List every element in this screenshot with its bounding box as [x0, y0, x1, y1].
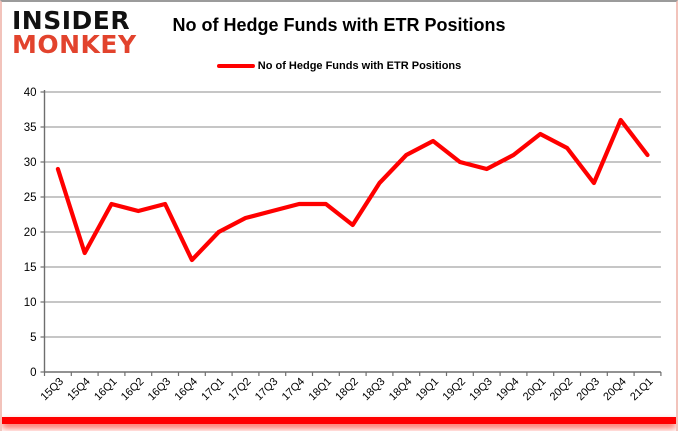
logo-monkey-text: MONKEY: [12, 30, 137, 59]
bottom-red-bar: [2, 417, 676, 424]
legend: No of Hedge Funds with ETR Positions: [2, 60, 676, 72]
x-axis-label: 16Q4: [172, 376, 200, 404]
x-axis-label: 15Q3: [38, 376, 66, 404]
x-axis-label: 20Q3: [574, 376, 602, 404]
y-axis-label: 30: [24, 157, 37, 169]
x-axis-label: 18Q3: [360, 376, 388, 404]
x-axis-label: 17Q4: [280, 376, 308, 404]
insider-monkey-logo: INSIDER MONKEY: [12, 6, 137, 59]
x-axis-label: 16Q1: [92, 376, 120, 404]
y-axis-label: 20: [24, 227, 37, 239]
x-axis-label: 18Q4: [387, 376, 415, 404]
x-axis-label: 18Q2: [333, 376, 361, 404]
x-axis-label: 21Q1: [628, 376, 656, 404]
y-axis-label: 25: [24, 192, 37, 204]
logo-insider-text: INSIDER: [12, 6, 131, 35]
x-axis-label: 19Q3: [467, 376, 495, 404]
y-axis-label: 15: [24, 262, 37, 274]
x-axis-label: 19Q2: [440, 376, 468, 404]
x-axis-label: 17Q1: [199, 376, 227, 404]
y-axis-label: 5: [30, 332, 36, 344]
y-axis-label: 40: [24, 87, 37, 99]
x-axis-label: 16Q2: [119, 376, 147, 404]
chart-title: No of Hedge Funds with ETR Positions: [172, 15, 506, 35]
x-axis-label: 20Q2: [548, 376, 576, 404]
x-axis-label: 18Q1: [306, 376, 334, 404]
y-axis-label: 0: [30, 367, 36, 379]
x-axis-label: 17Q3: [253, 376, 281, 404]
x-axis-label: 20Q4: [601, 376, 629, 404]
x-axis-label: 16Q3: [146, 376, 174, 404]
legend-line-swatch: [216, 64, 255, 68]
y-axis-label: 10: [24, 297, 37, 309]
x-axis-label: 19Q4: [494, 376, 522, 404]
data-line-series: [55, 117, 650, 263]
legend-label: No of Hedge Funds with ETR Positions: [257, 60, 462, 72]
x-axis-label: 20Q1: [521, 376, 549, 404]
x-axis-label: 15Q4: [65, 376, 93, 404]
y-axis-label: 35: [24, 122, 37, 134]
x-axis-label: 19Q1: [414, 376, 442, 404]
x-axis-label: 17Q2: [226, 376, 254, 404]
